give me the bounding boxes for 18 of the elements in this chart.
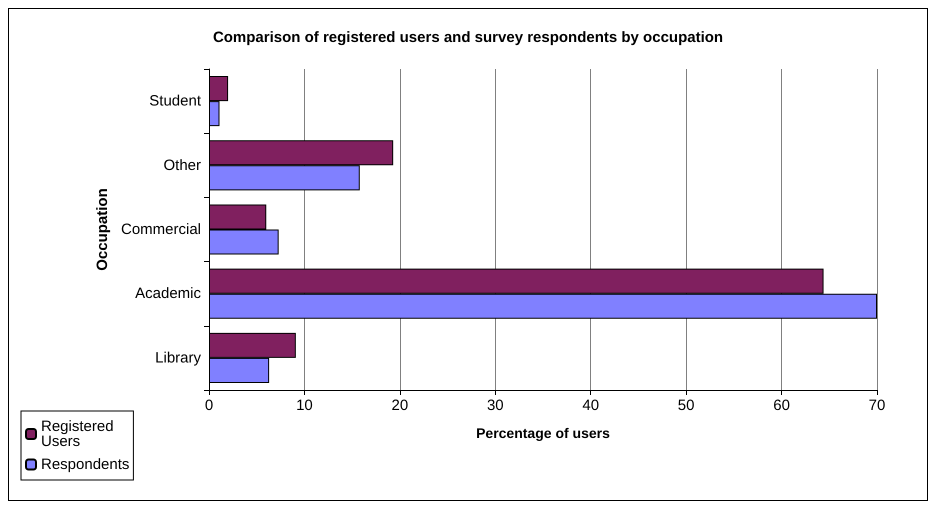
y-axis-title: Occupation (94, 188, 112, 271)
y-tick-label: Commercial (120, 221, 201, 238)
chart-title: Comparison of registered users and survey respondents by occupation (212, 29, 724, 46)
x-tick-label: 50 (678, 397, 694, 414)
x-tick-label: 40 (582, 397, 600, 414)
y-tick-label: Student (149, 92, 202, 110)
x-tick-label: 10 (296, 397, 313, 414)
y-tick-label: Library (155, 349, 202, 366)
x-tick-label: 60 (773, 397, 790, 414)
x-axis-title: Percentage of users (476, 425, 610, 441)
x-tick-label: 70 (868, 397, 886, 414)
x-tick-label: 30 (486, 397, 504, 414)
x-tick-label: 0 (204, 397, 214, 414)
legend-label: Registered Users (41, 418, 118, 450)
y-tick-label: Academic (135, 285, 202, 302)
legend-label: Respondents (41, 456, 130, 473)
x-tick-label: 20 (392, 397, 408, 414)
y-tick-label: Other (163, 156, 202, 174)
